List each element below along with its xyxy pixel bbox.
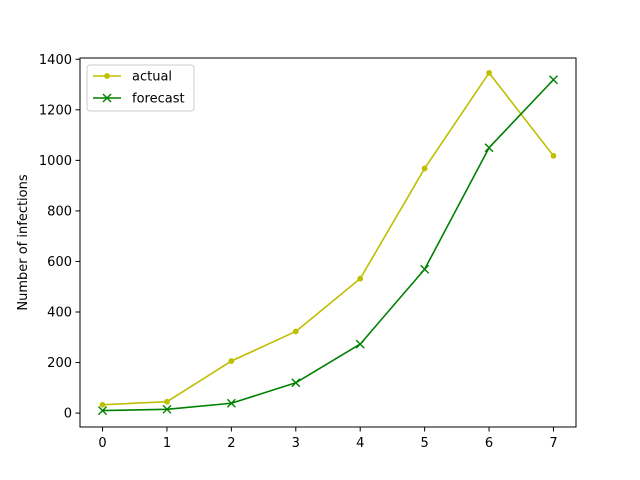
x-tick-label: 7: [549, 436, 557, 451]
data-point-actual: [486, 70, 492, 76]
data-point-actual: [228, 358, 235, 364]
y-tick-label: 1400: [39, 53, 72, 68]
legend-label-forecast: forecast: [132, 92, 185, 107]
x-tick-label: 1: [163, 436, 171, 451]
data-point-forecast: [226, 398, 236, 408]
data-point-forecast: [420, 264, 430, 274]
axis-ticks: 0 1 2 3 4 5 6 7 0 200 400 600 800 1000 1200 1400: [39, 53, 558, 451]
y-tick-label: 600: [47, 255, 72, 270]
legend-marker-actual: [104, 73, 110, 79]
data-point-forecast: [162, 404, 172, 414]
axes-frame: [79, 57, 577, 428]
data-point-forecast: [548, 75, 558, 85]
data-point-actual: [99, 401, 106, 408]
legend-marker-forecast: [102, 93, 112, 103]
data-point-actual: [292, 328, 299, 335]
y-tick-label: 800: [47, 204, 72, 219]
data-point-forecast: [355, 339, 365, 349]
x-tick-label: 3: [292, 436, 300, 451]
y-tick-label: 0: [64, 407, 72, 422]
series-forecast: [98, 75, 558, 416]
series-line-forecast: [102, 79, 555, 412]
data-point-forecast: [98, 406, 108, 416]
legend-label-actual: actual: [132, 70, 172, 85]
x-tick-label: 2: [227, 436, 235, 451]
data-point-forecast: [484, 143, 494, 153]
data-point-actual: [421, 165, 428, 172]
plot-area: [98, 70, 558, 416]
x-tick-label: 4: [356, 436, 364, 451]
y-tick-label: 1000: [39, 154, 72, 169]
data-point-actual: [164, 398, 170, 405]
series-line-actual: [102, 72, 555, 406]
data-point-actual: [357, 275, 364, 282]
series-actual: [99, 70, 557, 408]
y-tick-label: 200: [47, 356, 72, 371]
x-tick-label: 0: [98, 436, 106, 451]
y-tick-label: 1200: [39, 103, 72, 118]
y-axis-label: Number of infections: [16, 174, 31, 310]
data-point-forecast: [291, 378, 301, 388]
x-tick-label: 5: [420, 436, 428, 451]
y-tick-label: 400: [47, 306, 72, 321]
data-point-actual: [550, 152, 557, 159]
x-tick-label: 6: [485, 436, 493, 451]
legend: actual forecast: [86, 64, 195, 112]
